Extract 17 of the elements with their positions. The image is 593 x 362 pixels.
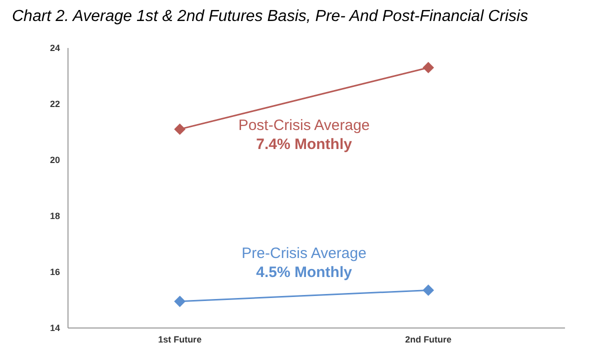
text: Pre-Crisis Average bbox=[240, 244, 368, 263]
x-tick-label: 2nd Future bbox=[405, 334, 452, 344]
y-tick-label: 24 bbox=[50, 43, 60, 54]
point bbox=[174, 124, 186, 135]
y-tick-label: 14 bbox=[50, 323, 60, 334]
point bbox=[422, 284, 434, 296]
annotation: 4.5% Monthly bbox=[255, 262, 353, 282]
point bbox=[422, 62, 434, 74]
y-tick-label: 16 bbox=[50, 267, 60, 278]
point bbox=[174, 296, 186, 307]
x-tick-label: 1st Future bbox=[158, 334, 202, 344]
y-tick-label: 22 bbox=[50, 99, 60, 110]
series-label: Post-Crisis Average bbox=[237, 116, 371, 136]
y-tick-label: 20 bbox=[50, 155, 60, 166]
chart-title: Chart 2. Average 1st & 2nd Futures Basis, Pre- And Post-Financial Crisis bbox=[12, 8, 530, 26]
y-tick-label: 18 bbox=[50, 211, 60, 222]
annotation: 7.4% Monthly bbox=[255, 135, 353, 154]
